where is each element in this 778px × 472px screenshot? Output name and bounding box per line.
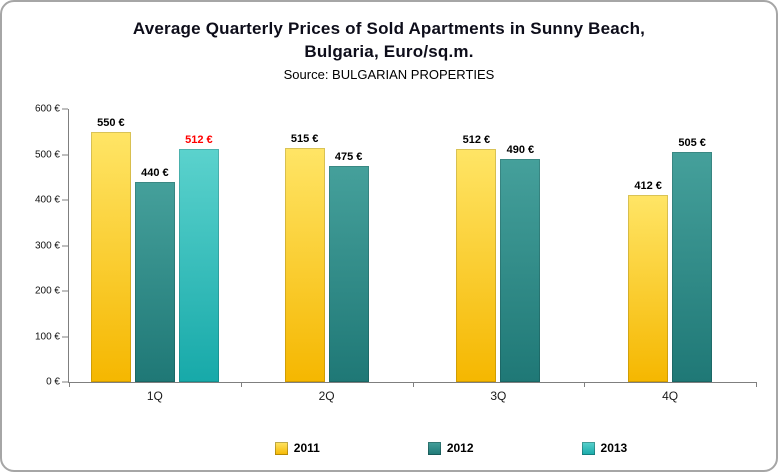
y-tick-label: 500 € — [34, 149, 60, 160]
legend: 2011 2012 2013 — [64, 441, 776, 455]
bar-item: 490 € — [500, 109, 541, 382]
bar-item: 550 € — [90, 109, 131, 382]
bar-group: 412 € 505 € — [584, 109, 756, 382]
y-tick-label: 600 € — [34, 103, 60, 115]
chart-title-line1: Average Quarterly Prices of Sold Apartme… — [132, 19, 646, 38]
y-tick-label: 0 € — [46, 376, 60, 388]
y-tick-mark — [62, 381, 68, 383]
chart-header: Average Quarterly Prices of Sold Apartme… — [2, 2, 776, 82]
bar — [628, 194, 669, 382]
legend-item: 2013 — [581, 441, 628, 455]
bar — [134, 181, 175, 382]
bar-item: 440 € — [134, 109, 175, 382]
bar-item: 412 € — [628, 109, 669, 382]
x-tick-mark — [584, 382, 586, 387]
legend-label: 2011 — [293, 441, 320, 455]
bar-value-label: 512 € — [185, 134, 213, 147]
bar — [90, 131, 131, 382]
bar-groups: 550 € 440 € 512 € 515 € 475 € 512 € 490 € 412 €… — [69, 109, 756, 382]
bar-value-label: 440 € — [141, 166, 169, 179]
bar-value-label: 550 € — [97, 116, 125, 129]
y-tick-mark — [62, 154, 68, 155]
x-tick-mark — [69, 382, 70, 387]
bar-value-label: 475 € — [334, 150, 363, 163]
y-tick-mark — [62, 245, 68, 246]
legend-item: 2011 — [274, 441, 320, 455]
y-tick-label: 100 € — [34, 331, 60, 342]
x-tick-mark — [412, 382, 414, 387]
bar-item: 512 € — [456, 109, 497, 382]
y-tick-mark — [62, 290, 68, 292]
bar-item: 505 € — [672, 109, 713, 382]
legend-swatch-icon — [427, 441, 441, 455]
x-axis-label: 3Q — [490, 389, 507, 403]
plot-area: 0 € 100 € 200 € 300 € 400 € 500 € 600 € 550 € 4… — [35, 104, 757, 403]
bar-item: 515 € — [284, 109, 325, 382]
bar — [500, 159, 541, 382]
legend-label: 2012 — [446, 441, 474, 455]
bar — [456, 149, 497, 382]
x-axis-label: 2Q — [318, 389, 335, 403]
bar — [328, 165, 369, 382]
bar-value-label: 512 € — [462, 134, 491, 147]
y-tick-label: 200 € — [34, 285, 60, 297]
legend-label: 2013 — [600, 441, 628, 455]
x-tick-mark — [240, 382, 242, 387]
bar — [284, 147, 325, 382]
bar — [178, 149, 219, 382]
bar-item: 512 € — [178, 109, 219, 382]
bar-item: 475 € — [328, 109, 369, 382]
legend-swatch-icon — [274, 441, 288, 455]
bar-value-label: 505 € — [678, 137, 706, 150]
x-tick-mark — [756, 382, 757, 387]
bar-group: 550 € 440 € 512 € — [69, 109, 241, 382]
x-axis-label: 1Q — [146, 389, 163, 403]
y-tick-label: 400 € — [34, 194, 60, 206]
y-tick-mark — [62, 199, 68, 201]
bar-value-label: 412 € — [634, 179, 662, 192]
legend-swatch-icon — [581, 441, 595, 455]
y-tick-mark — [62, 336, 68, 337]
x-axis-label: 4Q — [662, 389, 679, 403]
bar-value-label: 490 € — [506, 144, 535, 157]
bar — [672, 152, 713, 382]
y-tick-mark — [62, 108, 68, 110]
chart-subtitle: Source: BULGARIAN PROPERTIES — [283, 66, 495, 82]
bar-value-label: 515 € — [290, 132, 319, 145]
y-tick-label: 300 € — [34, 240, 60, 251]
chart-title: Average Quarterly Prices of Sold Apartme… — [2, 18, 776, 64]
bar-group: 515 € 475 € — [241, 109, 413, 382]
chart-title-line2: Bulgaria, Euro/sq.m. — [304, 41, 474, 61]
x-axis-labels: 1Q 2Q 3Q 4Q — [69, 389, 756, 403]
legend-item: 2012 — [427, 441, 474, 455]
bar-group: 512 € 490 € — [413, 109, 585, 382]
